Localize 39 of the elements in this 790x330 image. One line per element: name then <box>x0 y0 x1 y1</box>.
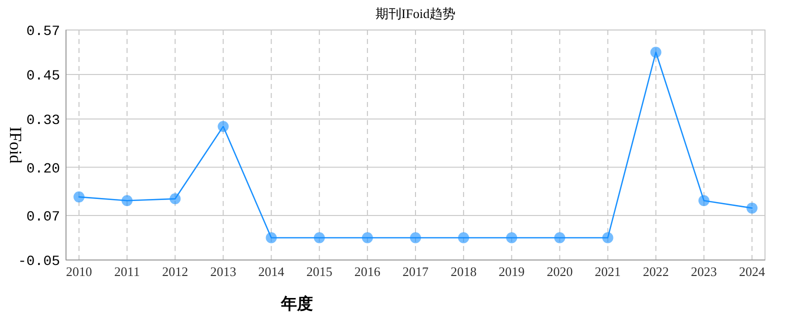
x-tick-label: 2017 <box>402 264 429 279</box>
y-tick-label: -0.05 <box>18 254 60 270</box>
point <box>410 232 421 244</box>
x-tick-label: 2022 <box>642 264 669 279</box>
point <box>746 202 758 214</box>
x-tick-label: 2010 <box>66 264 92 279</box>
y-tick-label: 0.33 <box>26 113 60 130</box>
y-tick-label: 0.57 <box>26 24 60 40</box>
x-tick-label: 2018 <box>450 264 477 279</box>
point <box>362 232 373 244</box>
x-tick-label: 2012 <box>162 264 188 279</box>
y-axis-title: IFoid <box>6 126 25 164</box>
x-tick-label: 2016 <box>354 264 381 279</box>
x-tick-label: 2011 <box>114 264 140 279</box>
point <box>266 232 277 244</box>
x-tick-label: 2023 <box>690 264 717 279</box>
x-tick-label: 2013 <box>210 264 236 279</box>
point <box>74 191 84 202</box>
point <box>506 232 518 244</box>
point <box>218 120 229 132</box>
y-tick-label: 0.45 <box>26 68 60 85</box>
y-tick-label: 0.20 <box>26 161 60 178</box>
x-tick-label: 2020 <box>546 264 573 279</box>
x-tick-label: 2021 <box>594 264 621 279</box>
point <box>698 195 710 206</box>
chart-title: 期刊IFoid趋势 <box>375 6 456 21</box>
x-tick-label: 2019 <box>498 264 525 279</box>
point <box>314 232 325 244</box>
x-tick-label: 2014 <box>258 264 285 279</box>
point <box>602 232 614 244</box>
x-axis-title: 年度 <box>280 294 313 313</box>
point <box>170 193 181 204</box>
x-tick-label: 2015 <box>306 264 332 279</box>
y-tick-label: 0.07 <box>26 209 60 226</box>
point <box>122 195 133 206</box>
x-tick-label: 2024 <box>739 264 766 279</box>
point <box>554 232 566 244</box>
point <box>458 232 470 244</box>
point <box>650 46 662 58</box>
